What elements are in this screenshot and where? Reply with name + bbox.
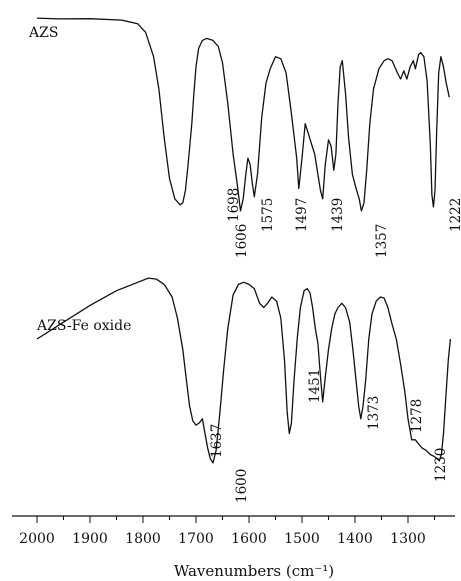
peak-label: 1600 <box>234 469 250 503</box>
plot-area <box>36 17 452 464</box>
peak-label: 1698 <box>226 188 242 222</box>
x-tick-label: 1900 <box>72 531 108 547</box>
spectrum-line-azs-fe-oxide <box>36 277 452 464</box>
x-tick-label: 1700 <box>178 531 214 547</box>
x-tick-label: 1500 <box>284 531 320 547</box>
azs-peak-labels: 1698 1606 1575 1497 1439 1357 1222 <box>226 188 461 258</box>
peak-label: 1439 <box>330 198 346 232</box>
x-ticks: 2000 1900 1800 1700 1600 1500 1400 1300 <box>19 516 435 547</box>
x-tick-label: 1600 <box>231 531 267 547</box>
peak-label: 1637 <box>209 424 225 458</box>
spectrum-line-azs <box>36 17 450 212</box>
peak-label: 1451 <box>307 369 323 403</box>
peak-label: 1222 <box>448 198 461 232</box>
x-tick-label: 1400 <box>337 531 373 547</box>
peak-label: 1606 <box>234 224 250 258</box>
peak-label: 1230 <box>433 448 449 482</box>
azs-fe-oxide-peak-labels: 1637 1600 1451 1373 1278 1230 <box>209 369 449 503</box>
x-axis-label: Wavenumbers (cm⁻¹) <box>174 562 334 580</box>
peak-label: 1497 <box>294 198 310 232</box>
x-tick-label: 2000 <box>19 531 55 547</box>
series-label-azs: AZS <box>28 25 58 41</box>
peak-label: 1373 <box>366 396 382 430</box>
peak-label: 1357 <box>374 224 390 258</box>
peak-label: 1278 <box>409 399 425 433</box>
series-label-azs-fe-oxide: AZS-Fe oxide <box>36 318 131 334</box>
peak-label: 1575 <box>260 198 276 232</box>
x-tick-label: 1300 <box>390 531 426 547</box>
x-tick-label: 1800 <box>125 531 161 547</box>
